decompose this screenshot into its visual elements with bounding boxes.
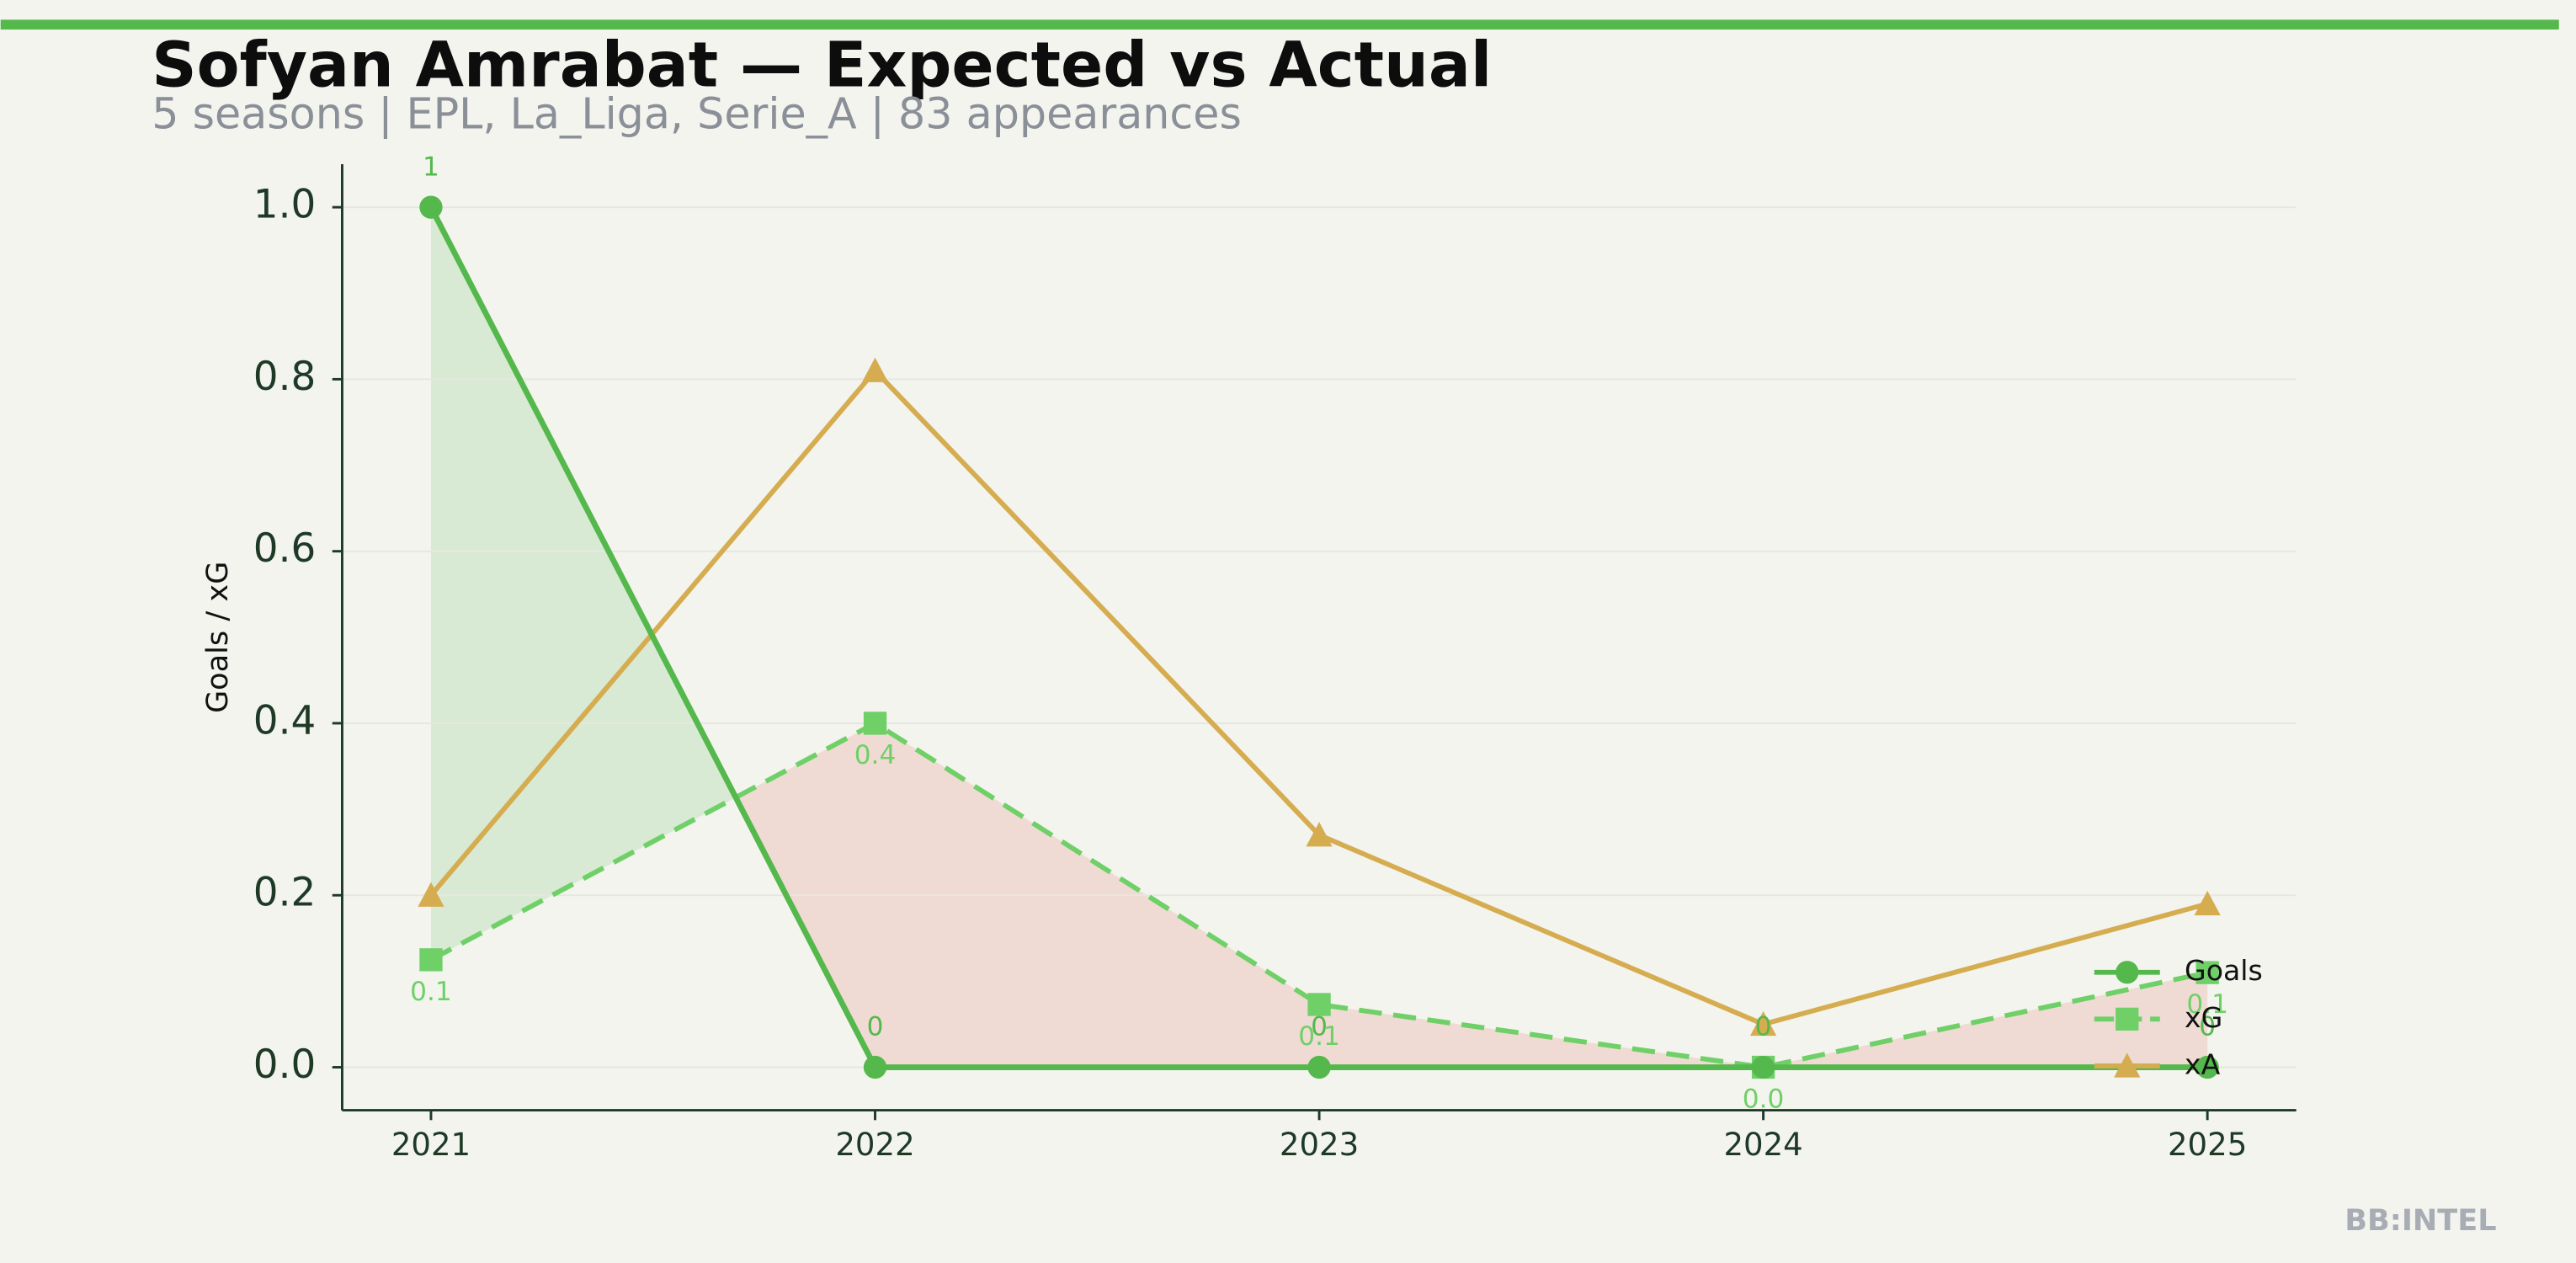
y-tick-label: 0.0 [253,1042,316,1088]
y-axis-label: Goals / xG [200,562,235,713]
point [418,882,444,907]
point [1751,1055,1775,1079]
x-tick-label: 2021 [391,1127,471,1163]
data-label: 0.1 [1298,1021,1340,1052]
y-tick-label: 0.2 [253,871,316,916]
x-tick-label: 2023 [1280,1127,1359,1163]
point [861,357,889,382]
x-tick-label: 2022 [835,1127,914,1163]
over-fill [430,207,737,960]
y-tick-label: 0.6 [253,526,316,572]
data-label: 0.1 [2186,989,2228,1020]
data-label: 0.1 [410,977,452,1007]
series-line [429,720,2208,1070]
point [419,195,443,219]
point [2194,890,2221,916]
data-label: 0 [1311,1012,1328,1042]
point [863,711,887,735]
point [1306,822,1333,847]
legend-label: Goals [2185,954,2263,987]
point [2195,961,2219,984]
top-bar [0,19,2559,30]
point [863,1055,887,1079]
y-tick-label: 1.0 [253,183,316,228]
y-tick-label: 0.8 [253,354,316,400]
legend-marker [2116,961,2139,984]
y-tick-label: 0.4 [253,698,316,743]
data-label: 0.4 [854,740,897,770]
legend-label: xG [2185,1001,2222,1034]
plot-area: 0.0 0.2 0.4 0.6 0.8 1.0 2021 2022 2023 2024 2025 0.… [253,152,2297,1163]
point [1750,1010,1777,1037]
data-label: 0 [867,1012,884,1042]
point [2195,1055,2219,1079]
watermark: BB:INTEL [2344,1203,2496,1238]
data-label: 1 [423,152,439,182]
x-tick-label: 2025 [2168,1127,2247,1163]
chart-subtitle: 5 seasons | EPL, La_Liga, Serie_A | 83 a… [152,88,1242,139]
legend-marker [2114,1052,2141,1078]
point [1307,993,1331,1016]
chart-title: Sofyan Amrabat — Expected vs Actual [152,29,1492,101]
data-label: 0 [1755,1012,1772,1042]
point [1307,1055,1331,1079]
point [419,948,443,972]
legend-marker [2116,1007,2139,1031]
legend-label: xA [2185,1047,2221,1080]
x-tick-label: 2024 [1723,1127,1802,1163]
data-label: 0 [2199,1012,2216,1042]
